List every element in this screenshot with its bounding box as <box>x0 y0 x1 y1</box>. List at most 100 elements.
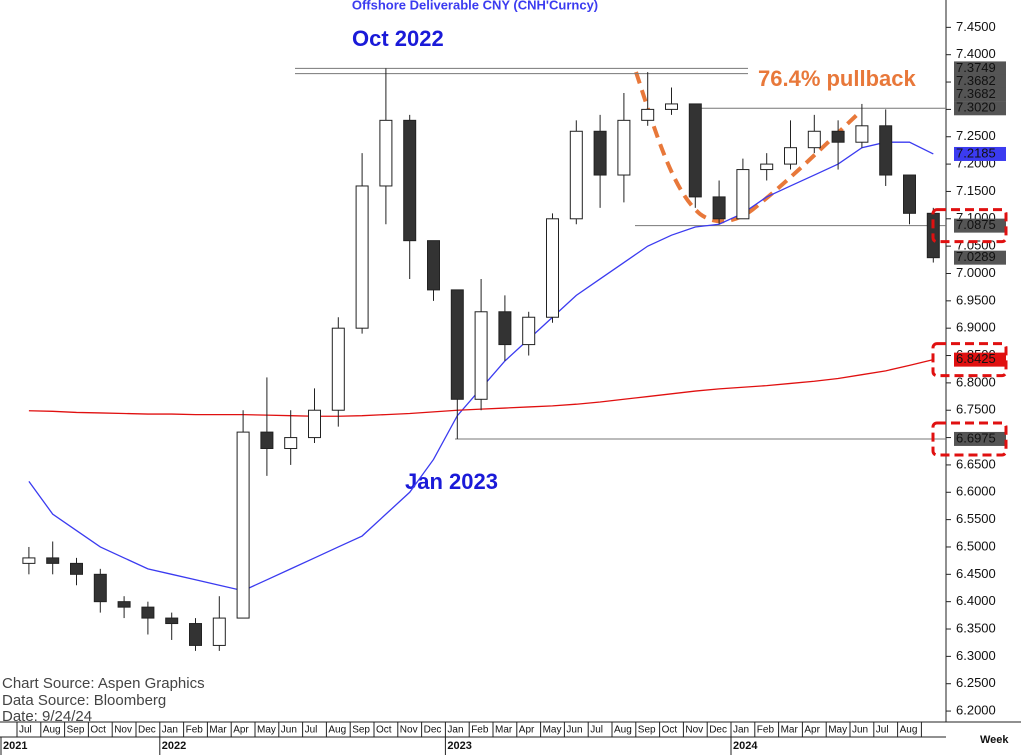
chart-title: Offshore Deliverable CNY (CNH'Curncy) <box>352 0 598 12</box>
price-label: 7.3749 <box>956 60 996 75</box>
x-tick-label: Jan <box>162 725 178 736</box>
highlight-box <box>931 342 1008 378</box>
price-label-bg <box>954 218 1006 233</box>
candle-body <box>712 196 726 220</box>
y-tick-label: 6.6000 <box>956 484 996 499</box>
candle-body <box>427 240 440 291</box>
price-label-bg <box>954 431 1006 446</box>
x-tick-label: Mar <box>781 725 799 736</box>
candle-body <box>569 130 583 220</box>
candle-body <box>546 218 559 318</box>
source-note: Date: 9/24/24 <box>2 708 92 725</box>
y-tick-label: 6.2500 <box>956 675 996 690</box>
x-tick-label: Jun <box>852 725 868 736</box>
x-tick-label: Nov <box>114 725 132 736</box>
candle-body <box>284 437 298 450</box>
y-tick-label: 6.7500 <box>956 402 996 417</box>
candle-body <box>450 289 464 400</box>
candle-body <box>212 617 226 646</box>
x-tick-label: Dec <box>138 725 156 736</box>
y-tick-label: 6.5500 <box>956 511 996 526</box>
x-tick-label: Aug <box>43 725 61 736</box>
price-label-bg <box>954 101 1006 116</box>
y-tick-label: 6.8000 <box>956 374 996 389</box>
x-tick-label: Dec <box>709 725 727 736</box>
x-tick-label: Feb <box>186 725 204 736</box>
candle-body <box>593 130 607 176</box>
candle-body <box>784 147 797 165</box>
candle-body <box>807 130 821 149</box>
x-tick-label: Dec <box>424 725 442 736</box>
price-label: 6.8425 <box>956 351 996 366</box>
price-label: 7.3020 <box>956 100 996 115</box>
y-tick-label: 6.5000 <box>956 538 996 553</box>
candle-body <box>617 119 631 176</box>
year-label: 2024 <box>733 740 758 752</box>
price-label: 7.0289 <box>956 249 996 264</box>
candle-body <box>236 431 250 619</box>
candle-body <box>141 606 155 619</box>
candle-body <box>379 119 393 187</box>
x-tick-label: Sep <box>67 725 85 736</box>
x-tick-label: Oct <box>662 725 678 736</box>
year-label: 2021 <box>3 740 27 752</box>
x-tick-label: Feb <box>757 725 775 736</box>
candle-body <box>474 311 488 400</box>
y-tick-label: 6.3500 <box>956 620 996 635</box>
price-label: 7.0875 <box>956 217 996 232</box>
price-label: 7.3682 <box>956 86 996 101</box>
y-tick-label: 6.3000 <box>956 648 996 663</box>
candle-body <box>688 103 702 198</box>
candle-body <box>260 431 274 450</box>
x-tick-label: Nov <box>685 725 703 736</box>
x-tick-label: Jun <box>566 725 582 736</box>
x-tick-label: Mar <box>209 725 227 736</box>
y-tick-label: 6.4000 <box>956 593 996 608</box>
x-tick-label: Oct <box>376 725 392 736</box>
x-tick-label: Nov <box>400 725 418 736</box>
x-tick-label: Apr <box>519 725 535 736</box>
candle-body <box>903 174 916 214</box>
price-label-bg <box>954 352 1006 367</box>
y-tick-label: 7.1500 <box>956 183 996 198</box>
annotation: Oct 2022 <box>352 26 444 51</box>
x-tick-label: May <box>543 725 562 736</box>
candle-body <box>117 601 131 608</box>
x-tick-label: Jul <box>305 725 318 736</box>
annotation: 76.4% pullback <box>758 66 917 91</box>
candle-body <box>855 125 869 143</box>
x-tick-label: May <box>257 725 276 736</box>
candle-body <box>308 409 321 439</box>
y-tick-label: 6.9000 <box>956 320 996 335</box>
x-tick-label: Oct <box>90 725 106 736</box>
y-tick-label: 6.2000 <box>956 702 996 717</box>
candle-body <box>189 623 202 646</box>
candle-body <box>22 557 36 564</box>
y-tick-label: 6.4500 <box>956 566 996 581</box>
candle-body <box>355 185 369 329</box>
y-tick-label: 6.6500 <box>956 456 996 471</box>
candle-body <box>831 130 845 143</box>
x-tick-label: Jul <box>590 725 603 736</box>
candle-body <box>46 557 60 564</box>
x-tick-label: Apr <box>804 725 820 736</box>
period-label: Week <box>980 734 1009 746</box>
candle-body <box>760 163 774 171</box>
candle-body <box>70 562 83 575</box>
year-label: 2022 <box>162 740 186 752</box>
candle-body <box>736 169 750 220</box>
y-tick-label: 6.9500 <box>956 292 996 307</box>
x-tick-label: Sep <box>638 725 656 736</box>
y-tick-label: 7.4000 <box>956 46 996 61</box>
year-label: 2023 <box>447 740 471 752</box>
x-tick-label: Feb <box>471 725 489 736</box>
candle-body <box>165 617 179 625</box>
candle-body <box>93 573 107 603</box>
price-label-bg <box>954 61 1006 76</box>
x-tick-label: Jun <box>281 725 297 736</box>
candle-body <box>498 311 512 346</box>
x-tick-label: Aug <box>900 725 918 736</box>
y-tick-label: 7.0000 <box>956 265 996 280</box>
x-tick-label: Aug <box>328 725 346 736</box>
y-tick-label: 7.2500 <box>956 128 996 143</box>
